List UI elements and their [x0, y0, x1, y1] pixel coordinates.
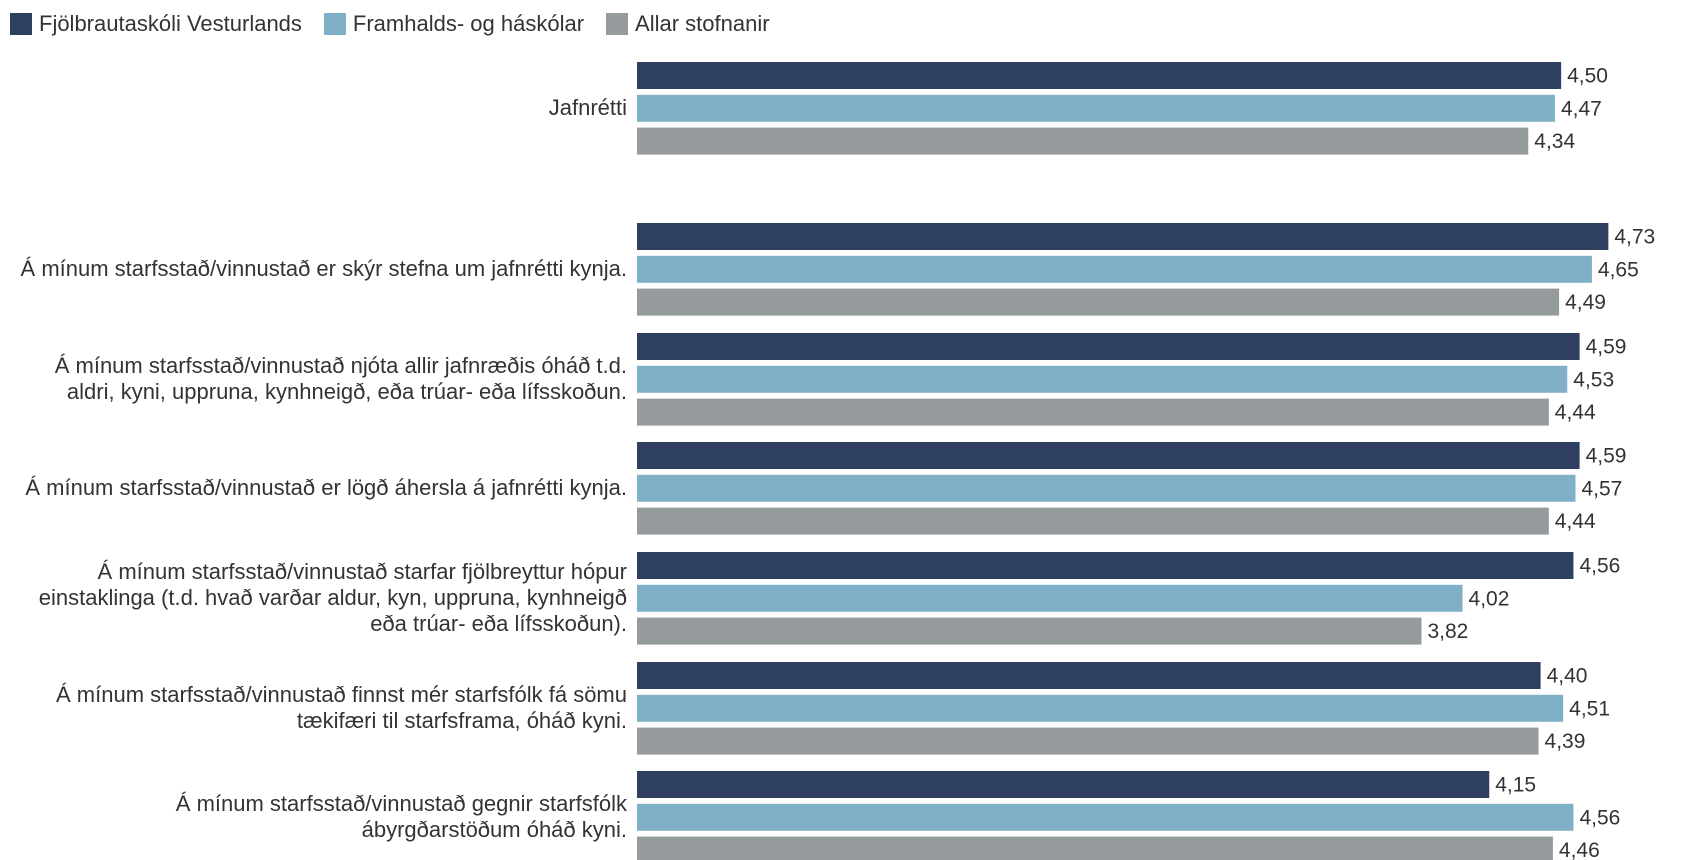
value-label-4-1: 4,02 — [1469, 587, 1510, 610]
value-label-6-0: 4,15 — [1495, 774, 1536, 797]
bar-5-1 — [637, 694, 1564, 722]
bar-0-2 — [637, 127, 1529, 155]
value-label-2-1: 4,53 — [1573, 368, 1614, 391]
value-label-3-1: 4,57 — [1581, 477, 1622, 500]
bar-6-2 — [637, 836, 1553, 860]
legend-label-2: Allar stofnanir — [635, 11, 770, 36]
value-label-1-1: 4,65 — [1598, 258, 1639, 281]
bar-1-0 — [637, 223, 1609, 250]
bar-1-2 — [637, 288, 1560, 316]
bar-3-1 — [637, 474, 1576, 502]
value-label-5-1: 4,51 — [1569, 697, 1610, 720]
legend-item-0: Fjölbrautaskóli Vesturlands — [10, 11, 302, 37]
value-label-6-2: 4,46 — [1559, 839, 1600, 860]
legend-label-0: Fjölbrautaskóli Vesturlands — [39, 11, 302, 36]
value-label-6-1: 4,56 — [1579, 806, 1620, 829]
legend: Fjölbrautaskóli Vesturlands Framhalds- og… — [10, 8, 792, 40]
value-label-5-2: 4,39 — [1545, 730, 1586, 753]
bar-4-1 — [637, 584, 1463, 612]
value-label-4-0: 4,56 — [1579, 555, 1620, 578]
category-label-4: Á mínum starfsstað/vinnustað starfar fjö… — [38, 559, 627, 637]
value-label-2-2: 4,44 — [1555, 401, 1596, 424]
legend-item-1: Framhalds- og háskólar — [323, 11, 585, 37]
legend-swatch-0 — [10, 13, 32, 35]
category-label-3: Á mínum starfsstað/vinnustað er lögð áhe… — [25, 475, 627, 501]
category-label-6: Á mínum starfsstað/vinnustað gegnir star… — [175, 791, 627, 843]
bar-1-1 — [637, 255, 1592, 283]
bar-4-2 — [637, 617, 1422, 645]
value-label-4-2: 3,82 — [1427, 620, 1468, 643]
category-label-0: Jafnrétti — [548, 95, 627, 121]
value-label-1-0: 4,73 — [1614, 226, 1655, 249]
bar-2-2 — [637, 398, 1549, 426]
legend-item-2: Allar stofnanir — [606, 11, 770, 37]
legend-swatch-1 — [323, 13, 346, 35]
legend-label-1: Framhalds- og háskólar — [352, 11, 585, 36]
bar-2-0 — [637, 333, 1580, 360]
category-label-5: Á mínum starfsstað/vinnustað finnst mér … — [56, 682, 627, 734]
value-label-0-0: 4,50 — [1567, 65, 1608, 88]
bar-3-2 — [637, 507, 1549, 535]
bar-4-0 — [637, 552, 1574, 579]
bar-6-1 — [637, 803, 1574, 831]
bar-0-0 — [637, 62, 1562, 89]
value-label-1-2: 4,49 — [1565, 291, 1606, 314]
bar-3-0 — [637, 442, 1580, 469]
value-label-0-2: 4,34 — [1534, 130, 1575, 153]
category-label-1: Á mínum starfsstað/vinnustað er skýr ste… — [20, 256, 627, 282]
bar-0-1 — [637, 94, 1555, 122]
value-label-0-1: 4,47 — [1561, 97, 1602, 120]
value-label-3-2: 4,44 — [1555, 510, 1596, 533]
bar-2-1 — [637, 365, 1568, 393]
bar-6-0 — [637, 771, 1490, 798]
category-label-2: Á mínum starfsstað/vinnustað njóta allir… — [54, 353, 627, 405]
value-label-3-0: 4,59 — [1586, 445, 1627, 468]
bar-5-2 — [637, 727, 1539, 755]
value-label-5-0: 4,40 — [1547, 665, 1588, 688]
legend-swatch-2 — [606, 13, 629, 35]
bar-5-0 — [637, 662, 1541, 689]
value-label-2-0: 4,59 — [1586, 336, 1627, 359]
